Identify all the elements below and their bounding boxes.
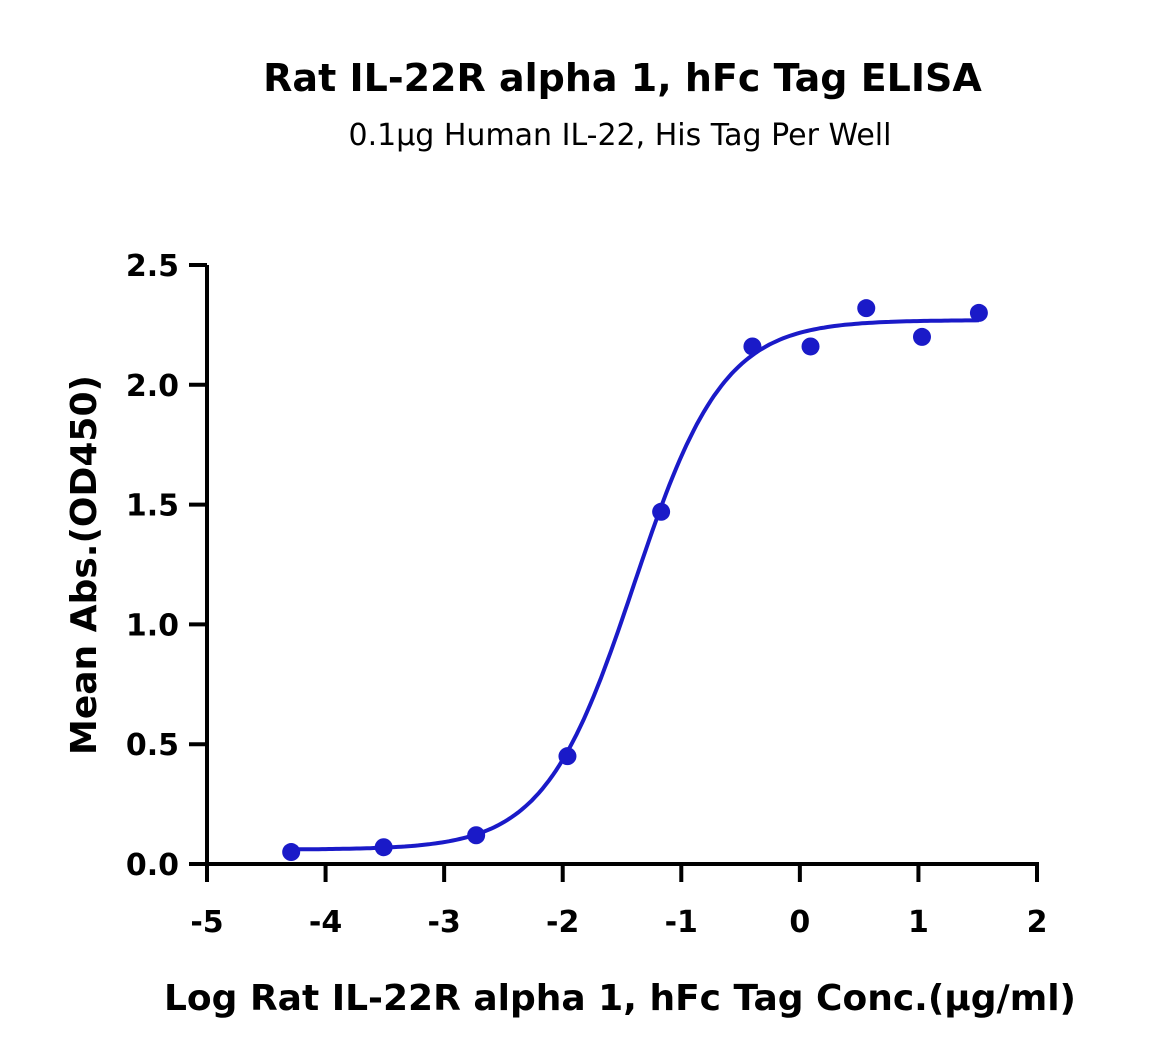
x-tick-label: -2 [546,905,579,940]
data-point [912,327,931,346]
chart-title: Rat IL-22R alpha 1, hFc Tag ELISA [263,56,982,100]
data-point [467,826,486,845]
data-point [857,299,876,318]
y-tick-label: 0.0 [126,848,179,883]
axes: -5 -4 -3 -2 -1 0 1 2 0.0 0.5 1.0 1.5 2.0 2.5 [126,249,1048,940]
y-axis-label: Mean Abs.(OD450) [64,375,105,755]
data-point [801,337,820,356]
y-tick-label: 0.5 [126,728,179,763]
y-tick-label: 1.5 [126,489,179,524]
x-tick-label: -5 [190,905,223,940]
fit-curve [291,318,979,852]
x-axis-label: Log Rat IL-22R alpha 1, hFc Tag Conc.(µg… [164,978,1076,1019]
x-tick-label: -3 [427,905,460,940]
data-point [558,747,577,766]
data-point [969,303,988,322]
x-tick-label: -4 [309,905,342,940]
data-point [374,838,393,857]
x-tick-label: 0 [789,905,810,940]
data-point [743,337,762,356]
data-point [282,843,301,862]
x-tick-label: 2 [1027,905,1048,940]
y-tick-label: 1.0 [126,608,179,643]
y-tick-label: 2.0 [126,369,179,404]
chart-subtitle: 0.1µg Human IL-22, His Tag Per Well [348,118,892,153]
y-tick-label: 2.5 [126,249,179,284]
x-tick-label: -1 [665,905,698,940]
x-tick-label: 1 [908,905,929,940]
data-point [652,502,671,521]
data-points [282,299,988,862]
